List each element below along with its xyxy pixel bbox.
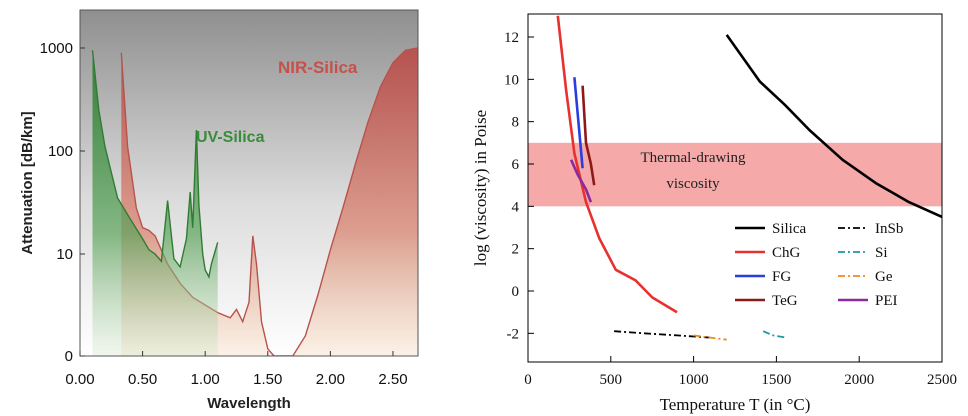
x-tick-label: 500 bbox=[600, 372, 623, 388]
y-axis-title: Attenuation [dB/km] bbox=[19, 111, 36, 254]
x-tick-label: 0 bbox=[524, 372, 532, 388]
x-tick-label: 2500 bbox=[927, 372, 957, 388]
series-line-ge bbox=[693, 334, 727, 341]
x-tick-label: 1500 bbox=[761, 372, 791, 388]
legend-label-silica: Silica bbox=[772, 221, 807, 237]
y-tick-label: 100 bbox=[48, 143, 73, 160]
series-layer bbox=[556, 15, 942, 341]
axes-layer: 0 500 1000 1500 2000 2500 -2 0 2 4 6 8 10 12 bbox=[504, 30, 957, 388]
series-line-insb bbox=[614, 330, 711, 339]
plot-frame bbox=[527, 13, 943, 363]
x-tick-label: 1000 bbox=[679, 372, 709, 388]
series-line-pei bbox=[569, 159, 593, 203]
series-line-si bbox=[762, 330, 787, 339]
plot-frame bbox=[79, 9, 419, 357]
legend-label-chg: ChG bbox=[772, 245, 801, 261]
series-line-silica bbox=[725, 34, 942, 219]
y-axis-title: log (viscosity) in Poise bbox=[471, 110, 490, 266]
series-area-uv-silica bbox=[92, 50, 218, 356]
series-line-fg bbox=[573, 77, 584, 169]
x-axis-title: Temperature T (in °C) bbox=[660, 395, 811, 414]
viscosity-chart: Thermal-drawing viscosity 0 500 1000 1500 20… bbox=[471, 13, 957, 414]
legend-label-pei: PEI bbox=[875, 293, 898, 309]
series-area-nir-silica bbox=[121, 48, 418, 356]
series-line-teg bbox=[581, 85, 596, 186]
y-tick-label: 6 bbox=[512, 157, 520, 173]
y-tick-label: 0 bbox=[65, 348, 73, 365]
band-label-line2: viscosity bbox=[666, 176, 720, 192]
y-tick-label: 1000 bbox=[40, 40, 73, 57]
x-tick-label: 2.00 bbox=[316, 371, 345, 388]
legend-label-fg: FG bbox=[772, 269, 791, 285]
series-line-nir-silica bbox=[120, 47, 418, 356]
band-label-line1: Thermal-drawing bbox=[641, 150, 746, 166]
series-line-uv-silica bbox=[91, 50, 219, 279]
legend-label-si: Si bbox=[875, 245, 888, 261]
x-tick-label: 2000 bbox=[844, 372, 874, 388]
legend-label-ge: Ge bbox=[875, 269, 893, 285]
y-tick-label: 4 bbox=[512, 199, 520, 215]
legend: Silica ChG FG TeG InSb Si Ge PEI bbox=[735, 221, 903, 309]
series-layer bbox=[91, 47, 418, 356]
y-tick-label: 10 bbox=[504, 72, 519, 88]
legend-label-insb: InSb bbox=[875, 221, 903, 237]
series-line-chg bbox=[556, 15, 678, 314]
y-tick-label: 12 bbox=[504, 30, 519, 46]
x-tick-label: 1.00 bbox=[191, 371, 220, 388]
y-tick-label: -2 bbox=[507, 326, 520, 342]
uv-silica-label: UV-Silica bbox=[196, 129, 265, 146]
y-tick-label: 2 bbox=[512, 242, 520, 258]
x-tick-label: 1.50 bbox=[253, 371, 282, 388]
nir-silica-label: NIR-Silica bbox=[278, 58, 358, 77]
x-tick-label: 0.00 bbox=[65, 371, 94, 388]
thermal-drawing-band bbox=[528, 142, 942, 207]
legend-label-teg: TeG bbox=[772, 293, 798, 309]
x-axis-title: Wavelength bbox=[207, 395, 291, 412]
x-tick-label: 0.50 bbox=[128, 371, 157, 388]
y-tick-label: 0 bbox=[512, 284, 520, 300]
y-tick-label: 8 bbox=[512, 115, 520, 131]
x-tick-label: 2.50 bbox=[378, 371, 407, 388]
y-tick-label: 10 bbox=[56, 246, 73, 263]
